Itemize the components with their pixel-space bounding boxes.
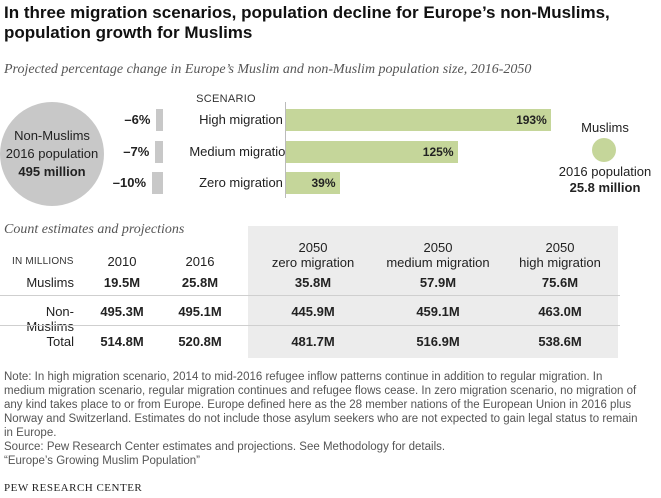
- note-text: Note: In high migration scenario, 2014 t…: [4, 371, 638, 439]
- non-muslim-sub: 2016 population: [5, 146, 99, 161]
- table-cell: 481.7M: [291, 334, 335, 349]
- table-cell: 520.8M: [178, 334, 222, 349]
- muslim-change-label: 39%: [311, 176, 336, 190]
- row-divider: [0, 325, 620, 326]
- muslim-bar-high-migration: [286, 109, 551, 131]
- table-cell: 463.0M: [538, 304, 582, 319]
- table-cell: 35.8M: [294, 275, 332, 290]
- col-head-2016: 2016: [185, 254, 215, 269]
- pew-logo: PEW RESEARCH CENTER: [4, 482, 143, 494]
- non-muslim-change-label: –10%: [112, 175, 146, 190]
- table-cell: 25.8M: [181, 275, 219, 290]
- bar-divider: [285, 102, 286, 198]
- col-head-2010: 2010: [107, 254, 137, 269]
- non-muslim-bar-zero-migration: [152, 172, 163, 194]
- table-cell: 445.9M: [291, 304, 335, 319]
- table-title: Count estimates and projections: [4, 222, 185, 237]
- muslim-bar-zero-migration: [286, 172, 340, 194]
- chart-title: In three migration scenarios, population…: [4, 3, 610, 42]
- chart-subtitle: Projected percentage change in Europe’s …: [4, 62, 532, 77]
- source-text: Source: Pew Research Center estimates an…: [4, 441, 446, 453]
- table-cell: 495.1M: [178, 304, 222, 319]
- row-label-total: Total: [46, 334, 74, 349]
- row-divider: [0, 295, 620, 296]
- non-muslim-label: Non-Muslims: [14, 128, 90, 143]
- table-cell: 516.9M: [416, 334, 460, 349]
- muslim-label: Muslims: [581, 120, 629, 135]
- non-muslim-population-circle: [0, 102, 104, 206]
- report-title: “Europe’s Growing Muslim Population”: [4, 455, 201, 467]
- muslim-population-label: 2016 population 25.8 million: [555, 164, 655, 196]
- units-label: IN MILLIONS: [12, 256, 74, 267]
- muslim-sub: 2016 population: [558, 164, 652, 179]
- non-muslim-population-label: Non-Muslims 2016 population 495 million: [0, 127, 104, 181]
- projection-shade: [248, 226, 618, 358]
- table-cell: 19.5M: [103, 275, 141, 290]
- scenario-label-medium-migration: Medium migration: [189, 144, 293, 159]
- muslim-change-label: 125%: [422, 145, 454, 159]
- col-head-high: 2050 high migration: [519, 240, 601, 270]
- row-label-non-muslims: Non-Muslims: [26, 304, 74, 334]
- muslim-value: 25.8 million: [569, 180, 641, 195]
- notes: Note: In high migration scenario, 2014 t…: [4, 370, 644, 468]
- muslim-bar-medium-migration: [286, 141, 458, 163]
- scenario-label-high-migration: High migration: [199, 112, 283, 127]
- non-muslim-bar-high-migration: [156, 109, 163, 131]
- table-cell: 459.1M: [416, 304, 460, 319]
- non-muslim-value: 495 million: [18, 164, 86, 179]
- table-cell: 514.8M: [100, 334, 144, 349]
- scenario-label-zero-migration: Zero migration: [199, 175, 283, 190]
- non-muslim-change-label: –6%: [124, 112, 151, 127]
- col-head-medium: 2050 medium migration: [386, 240, 490, 270]
- table-cell: 75.6M: [541, 275, 579, 290]
- scenario-header: SCENARIO: [196, 93, 256, 105]
- row-label-muslims: Muslims: [26, 275, 74, 290]
- muslim-change-label: 193%: [516, 113, 547, 127]
- non-muslim-change-label: –7%: [123, 144, 150, 159]
- table-cell: 538.6M: [538, 334, 582, 349]
- table-cell: 57.9M: [419, 275, 457, 290]
- table-cell: 495.3M: [100, 304, 144, 319]
- muslim-population-circle: [592, 138, 616, 162]
- non-muslim-bar-medium-migration: [155, 141, 163, 163]
- col-head-zero: 2050 zero migration: [271, 240, 355, 270]
